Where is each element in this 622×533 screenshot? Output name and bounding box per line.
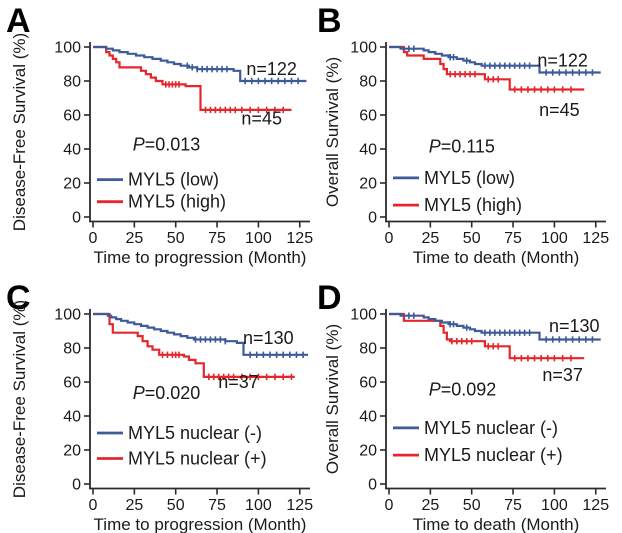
x-tick-label: 25 — [125, 497, 143, 514]
y-tick-label: 0 — [72, 477, 81, 494]
y-tick-label: 80 — [359, 74, 377, 91]
x-tick-label: 25 — [421, 230, 439, 247]
x-tick-label: 0 — [89, 230, 98, 247]
x-axis-title: Time to progression (Month) — [94, 515, 307, 533]
panel-b: B 0 20 40 60 80 100 0 25 50 75 100 125 Time to death… — [311, 0, 622, 267]
p-value-label: P=0.013 — [133, 135, 201, 155]
y-tick-label: 60 — [63, 375, 81, 392]
n-label-low: n=122 — [246, 59, 297, 79]
x-tick-label: 125 — [286, 497, 313, 514]
x-tick-label: 100 — [541, 230, 568, 247]
p-value-label: P=0.092 — [429, 380, 497, 400]
legend-label-high: MYL5 nuclear (+) — [128, 449, 267, 469]
x-tick-label: 50 — [167, 230, 185, 247]
y-tick-label: 20 — [63, 176, 81, 193]
x-axis-title: Time to death (Month) — [413, 248, 580, 267]
x-tick-label: 125 — [582, 497, 609, 514]
y-tick-label: 100 — [54, 40, 81, 57]
y-tick-label: 80 — [359, 341, 377, 358]
km-curve-high — [93, 45, 292, 111]
x-tick-label: 0 — [385, 497, 394, 514]
y-tick-label: 40 — [359, 142, 377, 159]
y-tick-label: 20 — [359, 176, 377, 193]
y-tick-label: 100 — [350, 40, 377, 57]
y-tick-label: 40 — [63, 409, 81, 426]
y-axis-title: Overall Survival (%) — [323, 57, 342, 207]
panel-a: A 0 20 40 60 80 100 0 25 50 75 100 125 Time to progr… — [0, 0, 313, 267]
x-tick-label: 75 — [208, 497, 226, 514]
x-tick-label: 0 — [89, 497, 98, 514]
x-tick-label: 75 — [504, 497, 522, 514]
y-tick-label: 80 — [63, 74, 81, 91]
panel-c-letter: C — [6, 279, 31, 317]
legend-label-low: MYL5 (low) — [128, 170, 219, 190]
y-tick-label: 80 — [63, 341, 81, 358]
panel-d-letter: D — [317, 279, 342, 317]
x-tick-label: 100 — [541, 497, 568, 514]
x-tick-label: 100 — [245, 230, 272, 247]
x-tick-label: 125 — [582, 230, 609, 247]
legend-label-low: MYL5 (low) — [424, 168, 515, 188]
p-value-label: P=0.020 — [133, 383, 201, 403]
n-label-low: n=122 — [537, 51, 588, 71]
n-label-high: n=45 — [241, 108, 282, 128]
y-axis-title: Disease-Free Survival (%) — [10, 300, 29, 498]
y-axis-title: Disease-Free Survival (%) — [10, 33, 29, 231]
panel-d: D 0 20 40 60 80 100 0 25 50 75 100 125 Time to death… — [311, 267, 622, 533]
km-curve-low — [389, 45, 601, 74]
y-tick-label: 40 — [359, 409, 377, 426]
y-tick-label: 0 — [368, 210, 377, 227]
km-curve-high — [93, 312, 295, 378]
x-tick-label: 75 — [208, 230, 226, 247]
legend-label-low: MYL5 nuclear (-) — [424, 418, 558, 438]
x-tick-label: 50 — [463, 230, 481, 247]
y-axis-title: Overall Survival (%) — [323, 324, 342, 474]
y-tick-label: 60 — [359, 375, 377, 392]
km-curve-low — [389, 312, 601, 341]
n-label-high: n=37 — [218, 372, 259, 392]
x-tick-label: 25 — [421, 497, 439, 514]
y-tick-label: 0 — [368, 477, 377, 494]
x-tick-label: 125 — [286, 230, 313, 247]
y-tick-label: 60 — [359, 108, 377, 125]
x-tick-label: 50 — [167, 497, 185, 514]
y-tick-label: 60 — [63, 108, 81, 125]
panel-c: C 0 20 40 60 80 100 0 25 50 75 100 125 Time to progr… — [0, 267, 313, 533]
x-tick-label: 25 — [125, 230, 143, 247]
panel-b-letter: B — [317, 2, 342, 40]
legend-label-high: MYL5 (high) — [128, 192, 226, 212]
n-label-high: n=45 — [539, 100, 580, 120]
x-tick-label: 0 — [385, 230, 394, 247]
km-curve-high — [389, 312, 585, 360]
x-tick-label: 50 — [463, 497, 481, 514]
n-label-low: n=130 — [243, 328, 294, 348]
n-label-high: n=37 — [542, 365, 583, 385]
legend-label-low: MYL5 nuclear (-) — [128, 423, 262, 443]
y-tick-label: 20 — [359, 443, 377, 460]
x-tick-label: 75 — [504, 230, 522, 247]
y-tick-label: 100 — [350, 307, 377, 324]
n-label-low: n=130 — [549, 316, 600, 336]
legend-label-high: MYL5 nuclear (+) — [424, 445, 563, 465]
x-axis-title: Time to progression (Month) — [94, 248, 307, 267]
y-tick-label: 40 — [63, 142, 81, 159]
panel-a-letter: A — [6, 2, 31, 40]
x-axis-title: Time to death (Month) — [413, 515, 580, 533]
y-tick-label: 100 — [54, 307, 81, 324]
x-tick-label: 100 — [245, 497, 272, 514]
legend-label-high: MYL5 (high) — [424, 195, 522, 215]
y-tick-label: 0 — [72, 210, 81, 227]
y-tick-label: 20 — [63, 443, 81, 460]
p-value-label: P=0.115 — [429, 136, 495, 156]
